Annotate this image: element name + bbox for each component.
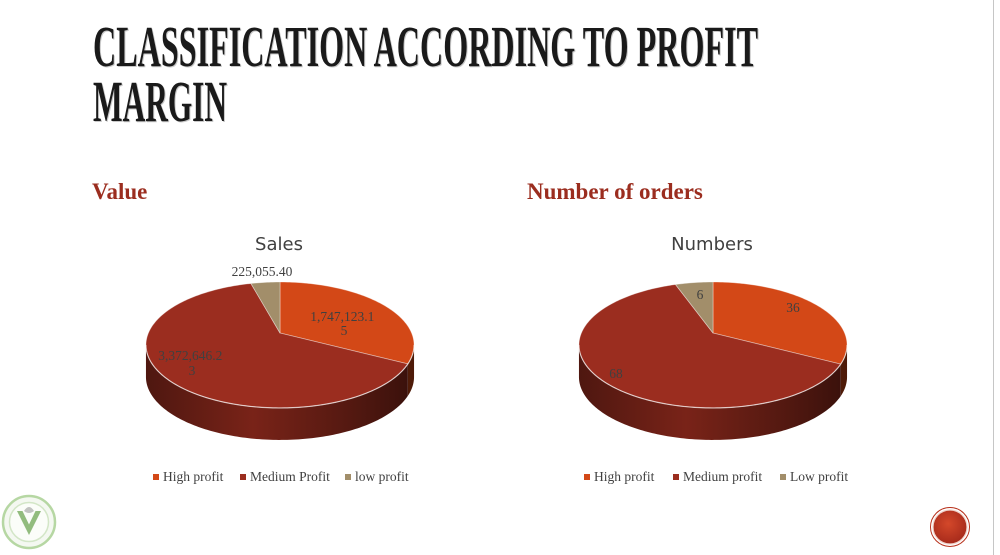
pie-side-high-profit [840,344,848,397]
value-heading: Value [92,179,147,204]
legend-label-low-profit: Low profit [790,469,848,484]
legend-label-low-profit: low profit [355,469,409,484]
sales-legend: High profit Medium Profit low profit [153,469,409,484]
data-label-high-profit: 36 [786,300,800,315]
slide-title: CLASSIFICATION ACCORDING TO PROFIT MARGI… [93,14,758,134]
data-label-high-profit: 1,747,123.1 5 [310,309,378,338]
sales-chart: Sales 1,747,123.1 5 3,372,646.2 3 225,05… [145,234,415,484]
pie-slice-low-profit [675,281,714,334]
title-line-2: MARGIN [93,69,227,134]
legend-swatch-medium-profit [673,474,679,480]
data-label-line: 68 [609,366,623,381]
data-label-line: 3 [189,363,196,378]
marker-outer-ring [930,507,970,547]
numbers-pie [578,281,848,440]
pie-rim-highlight [145,344,415,409]
legend-swatch-high-profit [153,474,159,480]
data-label-line: 5 [341,323,348,338]
legend-swatch-medium-profit [240,474,246,480]
data-label-line: 6 [697,287,704,302]
data-label-medium-profit: 68 [609,366,623,381]
pie-slice-low-profit [250,281,281,334]
numbers-chart: Numbers 36 68 6 High profit Medium profi… [578,234,848,484]
logo-v-mark [17,511,41,535]
numbers-chart-title: Numbers [671,234,753,255]
legend-label-high-profit: High profit [594,469,655,484]
v-badge-logo-icon [1,494,57,550]
logo-leaf [24,507,34,513]
pie-side-high-profit [407,344,415,396]
data-label-medium-profit: 3,372,646.2 3 [158,348,226,378]
pie-slice-high-profit [279,281,415,365]
legend-swatch-low-profit [780,474,786,480]
red-circle-marker [930,507,970,547]
data-label-line: 1,747,123.1 [310,309,374,324]
pie-side-medium-profit [578,344,841,440]
sales-pie [145,281,415,440]
pie-rim-highlight [578,344,848,409]
legend-swatch-high-profit [584,474,590,480]
sales-chart-title: Sales [255,234,303,255]
title-line-1: CLASSIFICATION ACCORDING TO PROFIT [93,14,758,79]
pie-side-medium-profit [145,344,408,440]
data-label-line: 36 [786,300,800,315]
legend-label-high-profit: High profit [163,469,224,484]
data-label-low-profit: 6 [697,287,704,302]
number-of-orders-heading: Number of orders [527,179,703,204]
data-label-low-profit: 225,055.40 [232,264,293,279]
legend-label-medium-profit: Medium Profit [250,469,330,484]
data-label-line: 3,372,646.2 [158,348,222,363]
numbers-legend: High profit Medium profit Low profit [584,469,848,484]
legend-swatch-low-profit [345,474,351,480]
pie-slice-high-profit [712,281,848,365]
legend-label-medium-profit: Medium profit [683,469,762,484]
data-label-line: 225,055.40 [232,264,293,279]
marker-disc [932,509,968,545]
